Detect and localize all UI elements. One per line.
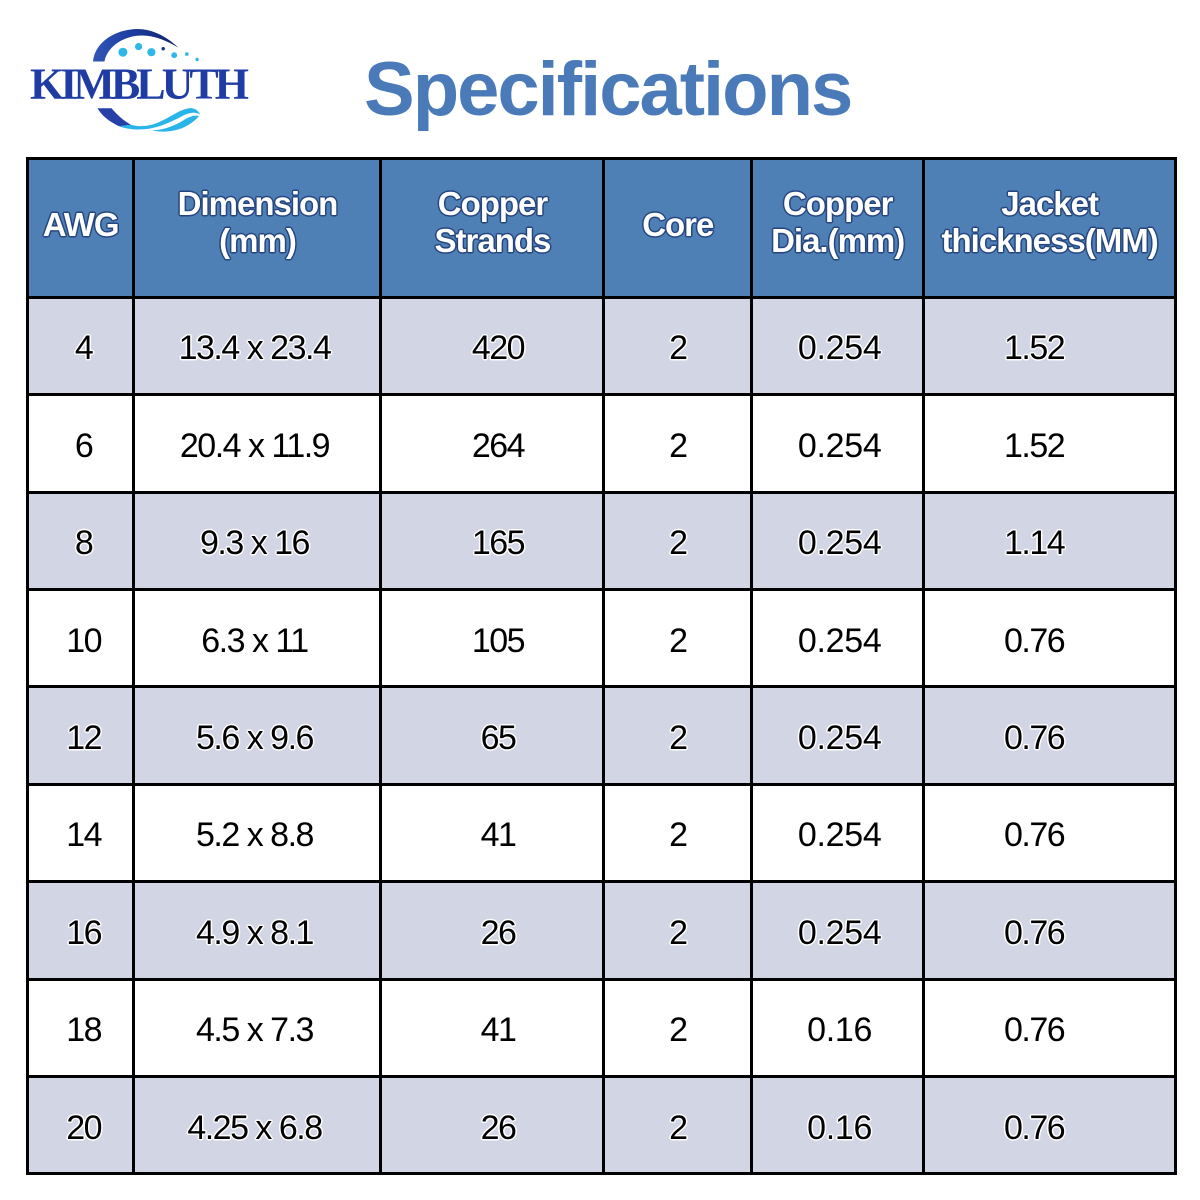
svg-text:KIMBLUTH: KIMBLUTH — [30, 60, 249, 109]
